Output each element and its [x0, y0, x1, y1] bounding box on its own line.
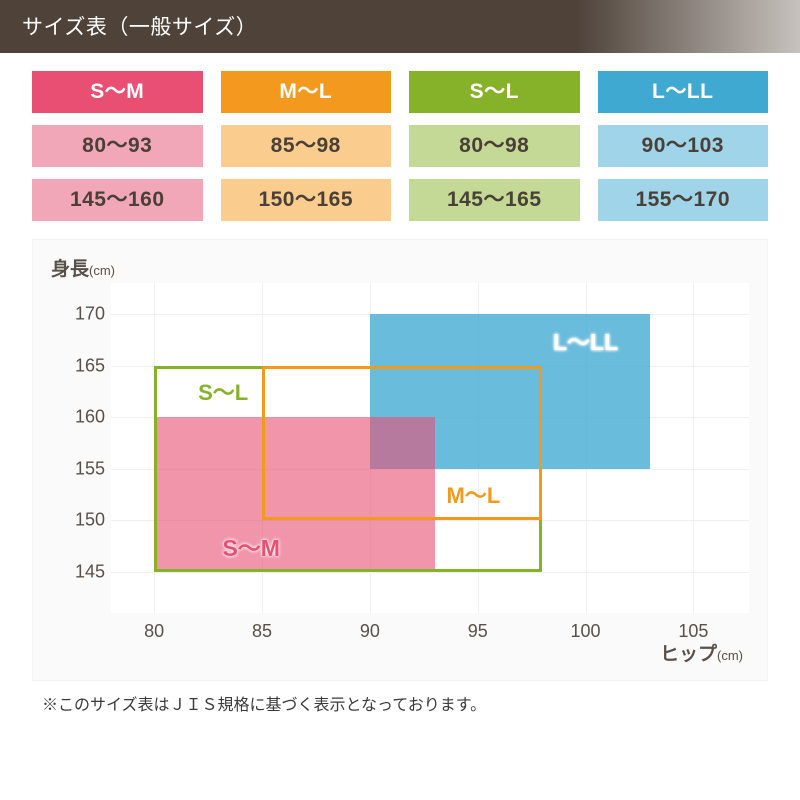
size-header-ml: M～L [221, 71, 392, 113]
y-axis-title: 身長(cm) [51, 254, 749, 281]
section-title: サイズ表（一般サイズ） [22, 16, 257, 39]
y-tick: 160 [75, 407, 105, 428]
size-cell-hip-ml: 85～98 [221, 125, 392, 167]
y-axis-unit: (cm) [89, 263, 115, 278]
size-cell-hip-sl: 80～98 [409, 125, 580, 167]
y-tick: 145 [75, 561, 105, 582]
footnote: ※このサイズ表はＪＩＳ規格に基づく表示となっております。 [42, 691, 768, 715]
size-table-area: S～M M～L S～L L～LL 80～93 85～98 80～98 90～103 145～16… [0, 53, 800, 233]
size-box-label-L～LL: L～LL [553, 323, 618, 357]
x-tick: 85 [252, 621, 272, 642]
y-axis-ticks: 145 150 155 160 165 170 [47, 283, 111, 613]
y-axis-label: 身長 [51, 259, 89, 280]
x-tick: 105 [678, 621, 708, 642]
x-tick: 95 [468, 621, 488, 642]
size-header-lll: L～LL [598, 71, 769, 113]
size-box-label-M～L: M～L [447, 478, 501, 510]
section-header: サイズ表（一般サイズ） [0, 0, 800, 53]
size-box-label-S～L: S～L [198, 375, 248, 407]
size-cell-height-ml: 150～165 [221, 179, 392, 221]
gridline-v [693, 283, 694, 613]
y-tick: 150 [75, 510, 105, 531]
size-table: S～M M～L S～L L～LL 80～93 85～98 80～98 90～103 145～16… [32, 71, 768, 221]
y-tick: 165 [75, 355, 105, 376]
plot-area: L～LLS～MS～LM～L [111, 283, 749, 613]
size-header-sm: S～M [32, 71, 203, 113]
y-tick: 170 [75, 303, 105, 324]
gridline-h [111, 572, 749, 573]
size-cell-height-sl: 145～165 [409, 179, 580, 221]
size-cell-hip-lll: 90～103 [598, 125, 769, 167]
size-cell-height-lll: 155～170 [598, 179, 769, 221]
size-cell-hip-sm: 80～93 [32, 125, 203, 167]
footnote-text: ※このサイズ表はＪＩＳ規格に基づく表示となっております。 [42, 697, 486, 714]
x-axis-label: ヒップ [660, 644, 717, 665]
x-tick: 80 [144, 621, 164, 642]
size-cell-height-sm: 145～160 [32, 179, 203, 221]
x-tick: 100 [571, 621, 601, 642]
x-axis-unit: (cm) [717, 648, 743, 663]
size-header-sl: S～L [409, 71, 580, 113]
size-chart: 身長(cm) 145150155160165170 L～LLS～MS～LM～L … [32, 239, 768, 681]
x-axis-ticks: 80 85 90 95 100 105 [111, 613, 715, 641]
x-axis-title: ヒップ(cm) [47, 639, 749, 666]
x-tick: 90 [360, 621, 380, 642]
y-tick: 155 [75, 458, 105, 479]
